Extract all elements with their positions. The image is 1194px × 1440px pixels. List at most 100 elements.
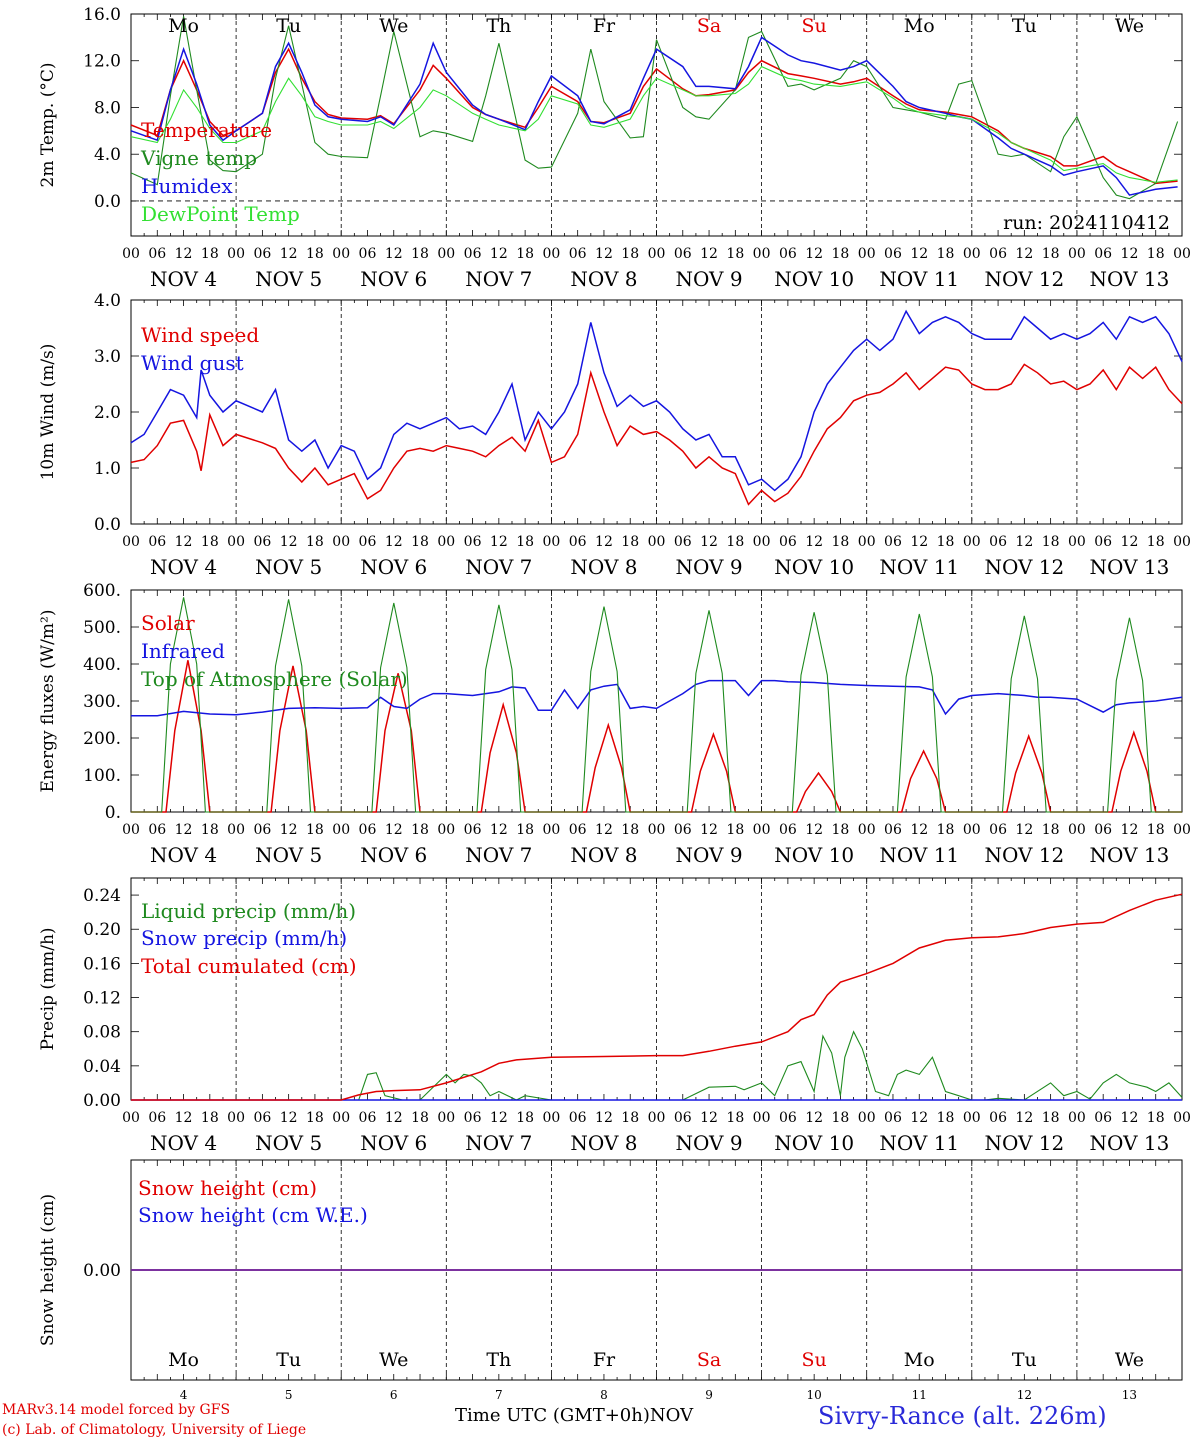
weekday-label-bottom: Mo bbox=[168, 1349, 199, 1371]
hour-tick-label: 00 bbox=[858, 1110, 876, 1126]
date-label: NOV 10 bbox=[774, 555, 854, 579]
series-line-wind-speed bbox=[130, 363, 1183, 506]
series-line-top-of-atmosphere-solar- bbox=[131, 597, 1182, 813]
date-label: NOV 11 bbox=[879, 1131, 959, 1155]
hour-tick-label: 12 bbox=[280, 534, 298, 550]
day-number-label: 12 bbox=[1017, 1388, 1032, 1402]
series-line-liquid-precip-mm-h- bbox=[131, 1030, 1183, 1101]
date-label: NOV 12 bbox=[984, 1131, 1064, 1155]
hour-tick-label: 06 bbox=[569, 246, 587, 262]
hour-tick-label: 12 bbox=[1121, 246, 1139, 262]
hour-tick-label: 06 bbox=[989, 246, 1007, 262]
weekday-label: Tu bbox=[1012, 15, 1037, 37]
hour-tick-label: 00 bbox=[227, 1110, 245, 1126]
hour-tick-label: 06 bbox=[359, 822, 377, 838]
date-label: NOV 6 bbox=[360, 843, 427, 867]
y-tick-label: 4.0 bbox=[94, 145, 121, 165]
date-label: NOV 11 bbox=[879, 555, 959, 579]
hour-tick-label: 06 bbox=[148, 1110, 166, 1126]
date-label: NOV 8 bbox=[570, 1131, 637, 1155]
hour-tick-label: 18 bbox=[832, 822, 850, 838]
hour-tick-label: 12 bbox=[910, 246, 928, 262]
model-credit: MARv3.14 model forced by GFS (c) Lab. of… bbox=[2, 1400, 306, 1440]
date-label: NOV 8 bbox=[570, 267, 637, 291]
hour-tick-label: 06 bbox=[674, 534, 692, 550]
date-label: NOV 9 bbox=[676, 843, 743, 867]
hour-tick-label: 00 bbox=[1068, 1110, 1086, 1126]
hour-tick-label: 12 bbox=[175, 1110, 193, 1126]
hour-tick-label: 18 bbox=[516, 534, 534, 550]
date-label: NOV 7 bbox=[465, 843, 532, 867]
run-label: run: 2024110412 bbox=[1003, 212, 1170, 234]
hour-tick-label: 06 bbox=[569, 822, 587, 838]
day-number-label: 8 bbox=[600, 1388, 608, 1402]
hour-tick-label: 06 bbox=[464, 534, 482, 550]
hour-tick-label: 00 bbox=[542, 534, 560, 550]
hour-tick-label: 18 bbox=[726, 822, 744, 838]
hour-tick-label: 12 bbox=[175, 534, 193, 550]
hour-tick-label: 06 bbox=[884, 534, 902, 550]
y-tick-label: 4.0 bbox=[94, 291, 121, 311]
hour-tick-label: 06 bbox=[569, 1110, 587, 1126]
y-axis-label: Energy fluxes (W/m²) bbox=[38, 610, 58, 793]
y-tick-label: 1.0 bbox=[94, 459, 121, 479]
legend-entry: Wind gust bbox=[141, 351, 244, 375]
y-tick-label: 3.0 bbox=[94, 347, 121, 367]
hour-tick-label: 12 bbox=[805, 1110, 823, 1126]
hour-tick-label: 12 bbox=[1121, 534, 1139, 550]
y-tick-label: 200. bbox=[83, 729, 121, 749]
y-tick-label: 600. bbox=[83, 581, 121, 601]
y-tick-label: 300. bbox=[83, 692, 121, 712]
hour-tick-label: 12 bbox=[175, 822, 193, 838]
hour-tick-label: 06 bbox=[884, 822, 902, 838]
panel-1: 16.0 12.0 8.0 4.0 0.0 2m Temp. (°C) Temperatur… bbox=[38, 5, 1191, 291]
panel-4: 0.24 0.20 0.16 0.12 0.08 0.04 0.00 Precip (mm/h… bbox=[38, 877, 1191, 1155]
hour-tick-label: 06 bbox=[359, 534, 377, 550]
y-axis-label: Precip (mm/h) bbox=[38, 927, 58, 1050]
legend-entry: Vigne temp bbox=[140, 146, 257, 170]
weekday-label-bottom: We bbox=[379, 1349, 408, 1371]
hour-tick-label: 12 bbox=[700, 822, 718, 838]
y-tick-label: 100. bbox=[83, 766, 121, 786]
hour-tick-label: 00 bbox=[1173, 534, 1191, 550]
hour-tick-label: 18 bbox=[1042, 534, 1060, 550]
date-label: NOV 10 bbox=[774, 843, 854, 867]
hour-tick-label: 00 bbox=[858, 822, 876, 838]
hour-tick-label: 00 bbox=[753, 534, 771, 550]
hour-tick-label: 00 bbox=[858, 534, 876, 550]
hour-tick-label: 18 bbox=[832, 1110, 850, 1126]
hour-tick-label: 18 bbox=[937, 1110, 955, 1126]
hour-tick-label: 00 bbox=[227, 534, 245, 550]
day-number-label: 5 bbox=[285, 1388, 293, 1402]
date-label: NOV 8 bbox=[570, 843, 637, 867]
hour-tick-label: 18 bbox=[832, 534, 850, 550]
hour-tick-label: 12 bbox=[280, 246, 298, 262]
legend-entry: Total cumulated (cm) bbox=[141, 954, 357, 978]
hour-tick-label: 00 bbox=[1068, 246, 1086, 262]
hour-tick-label: 00 bbox=[1068, 822, 1086, 838]
y-axis-label: 10m Wind (m/s) bbox=[38, 344, 58, 481]
hour-tick-label: 00 bbox=[227, 822, 245, 838]
hour-tick-label: 12 bbox=[700, 246, 718, 262]
legend-entry: Snow height (cm) bbox=[138, 1176, 317, 1200]
credit-line: (c) Lab. of Climatology, University of L… bbox=[2, 1422, 307, 1438]
hour-tick-label: 18 bbox=[1147, 1110, 1165, 1126]
weekday-label-bottom: Tu bbox=[276, 1349, 301, 1371]
hour-tick-label: 06 bbox=[148, 822, 166, 838]
day-number-label: 13 bbox=[1122, 1388, 1137, 1402]
hour-tick-label: 18 bbox=[306, 534, 324, 550]
legend-entry: Temperature bbox=[141, 118, 272, 142]
y-tick-label: 0.00 bbox=[83, 1091, 121, 1111]
hour-tick-label: 12 bbox=[385, 1110, 403, 1126]
hour-tick-label: 00 bbox=[437, 534, 455, 550]
hour-tick-label: 00 bbox=[1173, 822, 1191, 838]
hour-tick-label: 06 bbox=[569, 534, 587, 550]
panel-2: 4.0 3.0 2.0 1.0 0.0 10m Wind (m/s) Wind speed W… bbox=[38, 291, 1191, 579]
hour-tick-label: 00 bbox=[542, 1110, 560, 1126]
hour-tick-label: 18 bbox=[306, 246, 324, 262]
legend-entry: Snow height (cm W.E.) bbox=[138, 1203, 368, 1227]
date-label: NOV 9 bbox=[676, 267, 743, 291]
y-tick-label: 0.04 bbox=[83, 1057, 121, 1077]
hour-tick-label: 18 bbox=[1147, 822, 1165, 838]
